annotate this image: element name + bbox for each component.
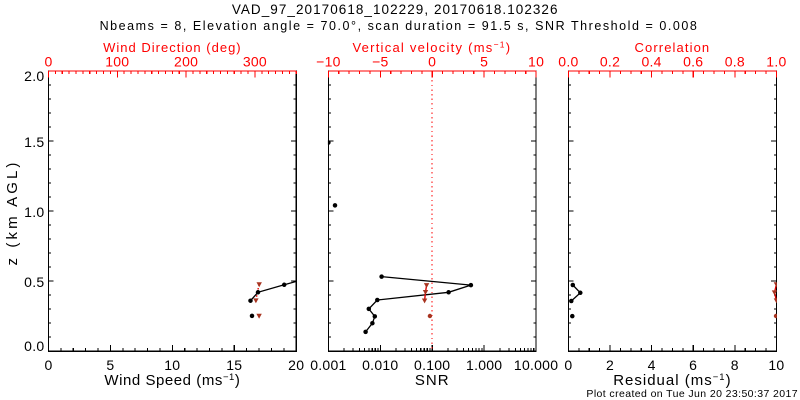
svg-text:10: 10 <box>164 357 180 373</box>
svg-text:0.010: 0.010 <box>362 357 398 373</box>
svg-text:300: 300 <box>243 54 267 70</box>
svg-text:200: 200 <box>174 54 198 70</box>
svg-text:0.100: 0.100 <box>414 357 450 373</box>
svg-text:Nbeams = 8, Elevation angle =: Nbeams = 8, Elevation angle = 70.0°, sca… <box>100 19 699 33</box>
svg-text:15: 15 <box>226 357 242 373</box>
svg-text:100: 100 <box>105 54 129 70</box>
svg-text:0.0: 0.0 <box>24 338 44 354</box>
svg-text:1.000: 1.000 <box>466 357 502 373</box>
svg-text:−10: −10 <box>316 54 341 70</box>
svg-text:5: 5 <box>480 54 488 70</box>
svg-text:2: 2 <box>606 357 614 373</box>
svg-text:0.0: 0.0 <box>558 54 578 70</box>
svg-text:Wind Speed (ms−1): Wind Speed (ms−1) <box>104 372 240 389</box>
svg-text:−5: −5 <box>372 54 388 70</box>
svg-text:Plot created on Tue Jun 20 23:: Plot created on Tue Jun 20 23:50:37 2017 <box>586 388 798 400</box>
svg-text:0.4: 0.4 <box>641 54 661 70</box>
svg-text:0: 0 <box>44 54 52 70</box>
svg-text:2.0: 2.0 <box>24 68 44 84</box>
svg-text:Wind Direction (deg): Wind Direction (deg) <box>103 40 242 55</box>
svg-text:20: 20 <box>288 357 304 373</box>
svg-text:0.6: 0.6 <box>683 54 703 70</box>
svg-text:SNR: SNR <box>415 372 450 389</box>
svg-text:VAD_97_20170618_102229, 201706: VAD_97_20170618_102229, 20170618.102326 <box>232 2 559 17</box>
svg-text:1.0: 1.0 <box>24 204 44 220</box>
svg-text:8: 8 <box>731 357 739 373</box>
svg-text:4: 4 <box>648 357 656 373</box>
svg-text:0.2: 0.2 <box>600 54 620 70</box>
svg-text:5: 5 <box>106 357 114 373</box>
svg-text:10: 10 <box>528 54 544 70</box>
svg-text:Correlation: Correlation <box>635 40 711 55</box>
svg-text:10.000: 10.000 <box>514 357 558 373</box>
svg-text:0.8: 0.8 <box>725 54 745 70</box>
svg-text:Residual (ms−1): Residual (ms−1) <box>613 372 731 389</box>
svg-text:0: 0 <box>564 357 572 373</box>
svg-text:Vertical velocity (ms−1): Vertical velocity (ms−1) <box>352 40 511 56</box>
svg-text:0: 0 <box>428 54 436 70</box>
svg-text:6: 6 <box>689 357 697 373</box>
svg-text:0: 0 <box>44 357 52 373</box>
svg-text:0.001: 0.001 <box>310 357 346 373</box>
svg-text:z (km AGL): z (km AGL) <box>4 159 21 265</box>
svg-text:0.5: 0.5 <box>24 274 44 290</box>
svg-text:1.5: 1.5 <box>24 134 44 150</box>
svg-text:1.0: 1.0 <box>766 54 786 70</box>
svg-text:10: 10 <box>768 357 784 373</box>
